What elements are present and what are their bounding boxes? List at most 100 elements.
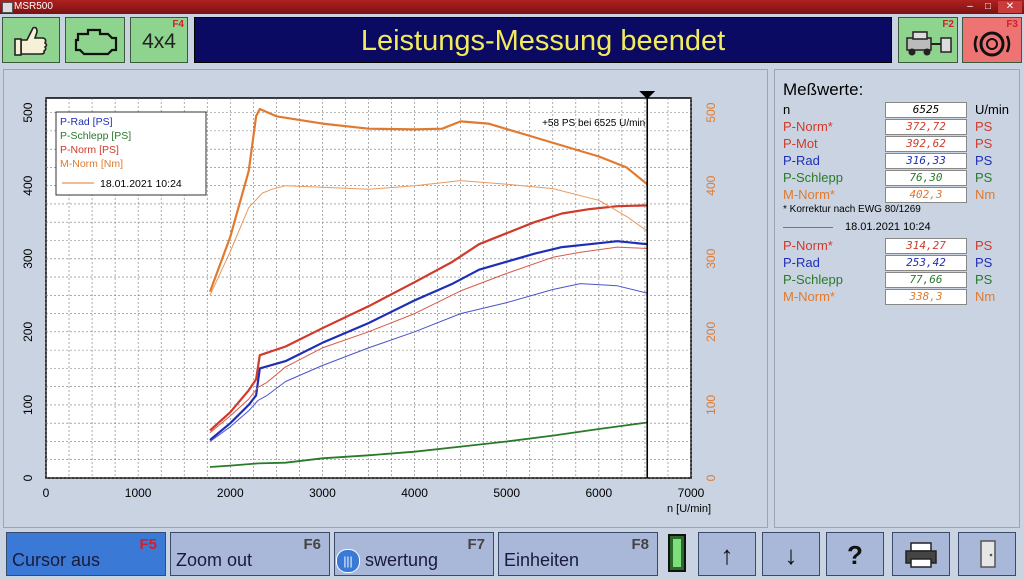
y-left-tick-label: 200 (21, 322, 35, 342)
compare-value: 338,3 (885, 289, 967, 305)
legend-entry: P-Rad [PS] (60, 116, 113, 128)
arrow-down-icon: ↓ (784, 540, 798, 570)
current-label: P-Schlepp (783, 170, 843, 185)
f8-key-label: F8 (631, 536, 649, 553)
series-line-0 (209, 240, 648, 441)
evaluation-button[interactable]: F7 swertung (334, 532, 494, 576)
f4-key-label: F4 (172, 19, 184, 30)
compare-row: M-Norm* 338,3 Nm (783, 289, 1015, 305)
y-left-tick-label: 300 (21, 248, 35, 268)
current-unit: Nm (975, 187, 996, 202)
current-row: n 6525 U/min (783, 102, 1015, 118)
cursor-marker-icon (639, 91, 656, 99)
y-left-tick-label: 400 (21, 175, 35, 195)
current-unit: PS (975, 136, 993, 151)
legend-date: 18.01.2021 10:24 (100, 178, 182, 190)
arrow-up-icon: ↑ (720, 540, 734, 570)
cursor-off-button[interactable]: F5 Cursor aus (6, 532, 166, 576)
engine-button[interactable] (65, 17, 125, 63)
zoom-out-label: Zoom out (176, 550, 253, 570)
y-right-tick-label: 400 (704, 175, 718, 195)
compare-label: P-Schlepp (783, 272, 843, 287)
current-label: P-Norm* (783, 119, 833, 134)
series-line-4 (209, 283, 648, 442)
status-indicator (668, 534, 686, 572)
current-value: 402,3 (885, 187, 967, 203)
current-value: 392,62 (885, 136, 967, 152)
compare-row: P-Rad 253,42 PS (783, 255, 1015, 271)
f6-key-label: F6 (303, 536, 321, 553)
compare-label: P-Rad (783, 255, 820, 270)
f7-key-label: F7 (467, 536, 485, 553)
units-button[interactable]: F8 Einheiten (498, 532, 658, 576)
x-tick-label: 6000 (586, 486, 613, 500)
dyno-car-button[interactable]: F2 (898, 17, 958, 63)
help-button[interactable]: ? (826, 532, 884, 576)
legend-box (55, 111, 207, 196)
minimize-button[interactable]: – (967, 1, 973, 12)
x-tick-label: 3000 (309, 486, 336, 500)
door-exit-icon (980, 540, 996, 568)
evaluation-label: swertung (365, 550, 439, 570)
compare-unit: PS (975, 238, 993, 253)
current-row: P-Rad 316,33 PS (783, 153, 1015, 169)
maximize-button[interactable]: □ (984, 1, 992, 12)
current-value: 372,72 (885, 119, 967, 135)
compare-label: P-Norm* (783, 238, 833, 253)
series-line-1 (209, 421, 648, 468)
compare-date: 18.01.2021 10:24 (845, 221, 931, 233)
app-icon (2, 2, 13, 13)
compare-label: M-Norm* (783, 289, 835, 304)
cursor-handle-icon[interactable]: ||| (336, 549, 360, 573)
current-unit: PS (975, 119, 993, 134)
current-unit: PS (975, 153, 993, 168)
close-window-button[interactable]: ✕ (998, 1, 1022, 13)
series-line-2 (209, 204, 648, 432)
brake-button[interactable]: F3 (962, 17, 1022, 63)
engine-icon (74, 28, 118, 56)
current-unit: PS (975, 170, 993, 185)
y-right-tick-label: 300 (704, 248, 718, 268)
legend-entry: M-Norm [Nm] (60, 158, 123, 170)
compare-unit: Nm (975, 289, 996, 304)
thumbs-up-icon (14, 26, 48, 56)
compare-row: P-Schlepp 77,66 PS (783, 272, 1015, 288)
legend-entry: P-Norm [PS] (60, 144, 119, 156)
current-label: n (783, 102, 791, 117)
measurements-panel: Meßwerte: n 6525 U/min P-Norm* 372,72 PS P-Mot… (774, 69, 1020, 528)
car-on-dyno-icon (906, 31, 952, 56)
bottom-toolbar: F5 Cursor aus F6 Zoom out F7 swertung F8… (0, 530, 1024, 579)
current-row: P-Mot 392,62 PS (783, 136, 1015, 152)
compare-value: 77,66 (885, 272, 967, 288)
x-tick-label: 4000 (401, 486, 428, 500)
legend-entry: P-Schlepp [PS] (60, 130, 131, 142)
confirm-button[interactable] (2, 17, 60, 63)
compare-row: P-Norm* 314,27 PS (783, 238, 1015, 254)
current-row: P-Norm* 372,72 PS (783, 119, 1015, 135)
current-unit: U/min (975, 102, 1009, 117)
current-label: P-Rad (783, 153, 820, 168)
4x4-label: 4x4 (142, 30, 176, 53)
series-line-6 (209, 180, 648, 296)
4x4-button[interactable]: F4 4x4 (130, 17, 188, 63)
y-left-tick-label: 500 (21, 102, 35, 122)
scroll-down-button[interactable]: ↓ (762, 532, 820, 576)
window-titlebar: MSR500 – □ ✕ (0, 0, 1024, 14)
chart-panel: 0 1000 2000 3000 4000 5000 6000 7000 0 100 200 300 4… (3, 69, 768, 528)
print-button[interactable] (892, 532, 950, 576)
zoom-out-button[interactable]: F6 Zoom out (170, 532, 330, 576)
x-tick-label: 5000 (493, 486, 520, 500)
y-right-tick-label: 0 (704, 474, 718, 481)
power-chart[interactable]: 0 1000 2000 3000 4000 5000 6000 700001002003004… (4, 70, 769, 529)
x-tick-label: 7000 (678, 486, 705, 500)
series-line-3 (208, 107, 648, 293)
measurements-title: Meßwerte: (783, 80, 864, 99)
printer-icon (905, 542, 937, 568)
current-value: 316,33 (885, 153, 967, 169)
current-value: 6525 (885, 102, 967, 118)
compare-value: 314,27 (885, 238, 967, 254)
x-tick-label: 1000 (125, 486, 152, 500)
scroll-up-button[interactable]: ↑ (698, 532, 756, 576)
exit-button[interactable] (958, 532, 1016, 576)
compare-line-sample (783, 227, 833, 228)
